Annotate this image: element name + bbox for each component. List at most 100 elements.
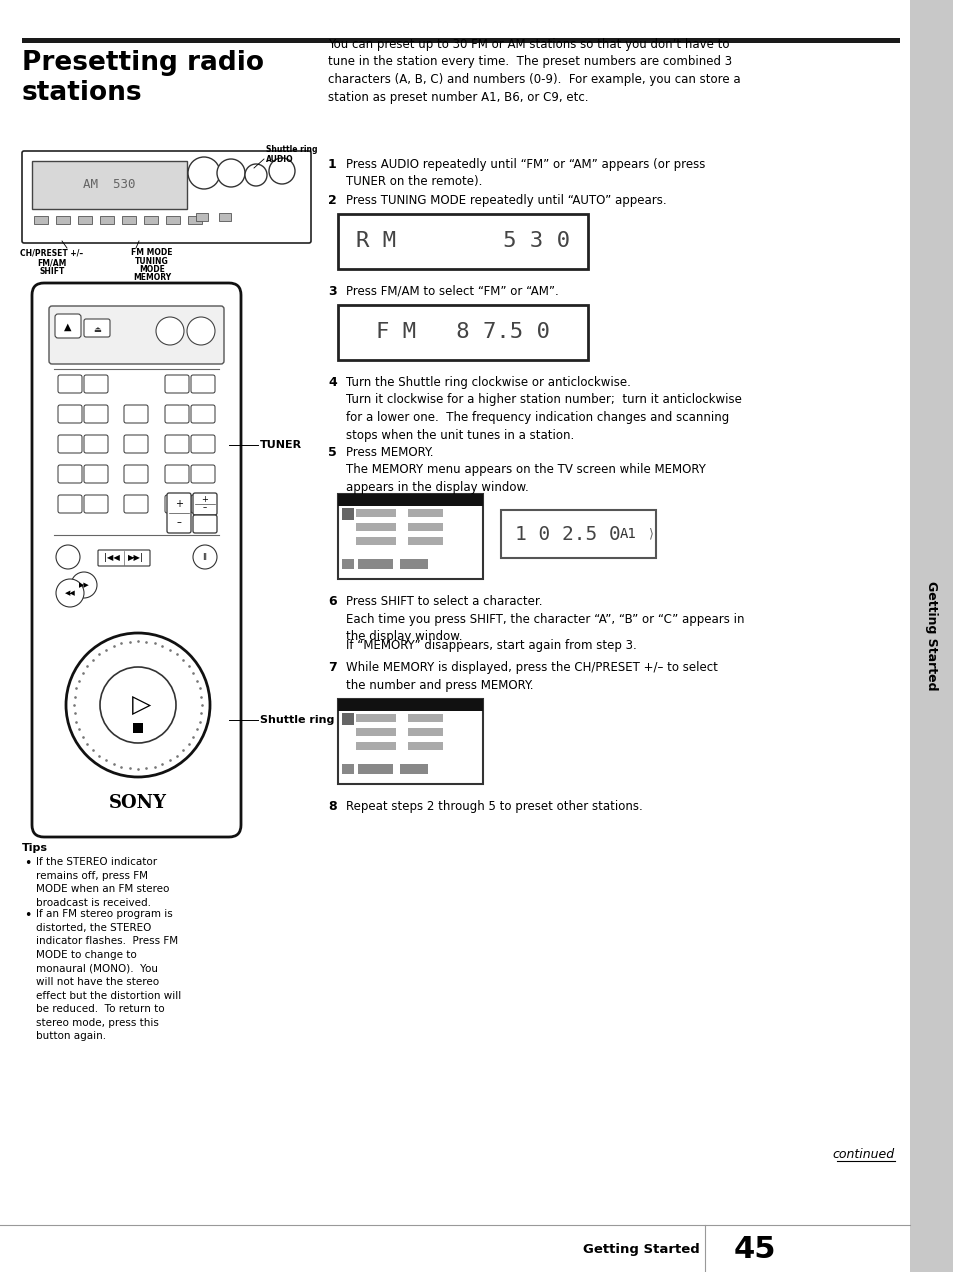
Bar bbox=[188, 216, 202, 224]
Text: R M        5 3 0: R M 5 3 0 bbox=[355, 232, 569, 251]
FancyBboxPatch shape bbox=[191, 435, 214, 453]
Circle shape bbox=[193, 544, 216, 569]
FancyBboxPatch shape bbox=[98, 550, 150, 566]
Bar bbox=[341, 764, 354, 773]
FancyBboxPatch shape bbox=[84, 495, 108, 513]
Text: ▲: ▲ bbox=[64, 322, 71, 332]
FancyBboxPatch shape bbox=[55, 314, 81, 338]
Text: If an FM stereo program is
distorted, the STEREO
indicator flashes.  Press FM
MO: If an FM stereo program is distorted, th… bbox=[36, 909, 181, 1042]
Text: continued: continued bbox=[832, 1149, 894, 1161]
Bar bbox=[399, 764, 428, 773]
Bar bbox=[337, 494, 482, 506]
Text: ▶▶|: ▶▶| bbox=[128, 553, 144, 562]
Text: TUNER: TUNER bbox=[260, 440, 302, 450]
FancyBboxPatch shape bbox=[84, 319, 110, 337]
Text: F M   8 7.5 0: F M 8 7.5 0 bbox=[375, 322, 549, 342]
FancyBboxPatch shape bbox=[191, 404, 214, 424]
Text: Press MEMORY.
The MEMORY menu appears on the TV screen while MEMORY
appears in t: Press MEMORY. The MEMORY menu appears on… bbox=[346, 446, 705, 494]
Bar bbox=[341, 714, 354, 725]
Text: Shuttle ring: Shuttle ring bbox=[260, 715, 334, 725]
Text: ⏏: ⏏ bbox=[93, 324, 101, 333]
Text: MEMORY: MEMORY bbox=[132, 273, 171, 282]
Bar bbox=[219, 212, 231, 221]
Text: stations: stations bbox=[22, 80, 143, 106]
Bar bbox=[34, 216, 48, 224]
FancyBboxPatch shape bbox=[32, 282, 241, 837]
Bar bbox=[166, 216, 180, 224]
Circle shape bbox=[71, 572, 97, 598]
Bar bbox=[78, 216, 91, 224]
Text: 2: 2 bbox=[328, 195, 336, 207]
FancyBboxPatch shape bbox=[165, 466, 189, 483]
Bar bbox=[337, 700, 482, 711]
Circle shape bbox=[245, 164, 267, 186]
Bar bbox=[355, 742, 395, 750]
Text: A1: A1 bbox=[619, 527, 636, 541]
Text: AUDIO: AUDIO bbox=[266, 155, 294, 164]
Circle shape bbox=[66, 633, 210, 777]
FancyBboxPatch shape bbox=[124, 435, 148, 453]
FancyBboxPatch shape bbox=[193, 515, 216, 533]
FancyBboxPatch shape bbox=[165, 495, 189, 513]
Bar bbox=[337, 700, 482, 784]
Bar bbox=[355, 509, 395, 516]
FancyBboxPatch shape bbox=[165, 375, 189, 393]
Circle shape bbox=[269, 158, 294, 184]
Text: Shuttle ring: Shuttle ring bbox=[266, 145, 317, 154]
Text: –: – bbox=[176, 516, 181, 527]
Text: Turn the Shuttle ring clockwise or anticlockwise.
Turn it clockwise for a higher: Turn the Shuttle ring clockwise or antic… bbox=[346, 377, 741, 441]
Text: You can preset up to 30 FM or AM stations so that you don’t have to
tune in the : You can preset up to 30 FM or AM station… bbox=[328, 38, 740, 103]
FancyBboxPatch shape bbox=[22, 151, 311, 243]
Circle shape bbox=[187, 317, 214, 345]
Circle shape bbox=[156, 317, 184, 345]
Circle shape bbox=[100, 667, 175, 743]
FancyBboxPatch shape bbox=[191, 375, 214, 393]
Text: 45: 45 bbox=[733, 1235, 776, 1263]
FancyBboxPatch shape bbox=[84, 404, 108, 424]
FancyBboxPatch shape bbox=[49, 307, 224, 364]
FancyBboxPatch shape bbox=[58, 466, 82, 483]
Text: Tips: Tips bbox=[22, 843, 48, 854]
Bar bbox=[408, 714, 442, 722]
Text: If “MEMORY” disappears, start again from step 3.: If “MEMORY” disappears, start again from… bbox=[346, 639, 636, 653]
Text: |◀◀: |◀◀ bbox=[104, 553, 120, 562]
Text: Presetting radio: Presetting radio bbox=[22, 50, 264, 76]
Bar bbox=[337, 494, 482, 579]
Text: –: – bbox=[203, 504, 207, 513]
Circle shape bbox=[56, 579, 84, 607]
Text: ⟩: ⟩ bbox=[648, 528, 654, 541]
Bar bbox=[144, 216, 158, 224]
Bar bbox=[337, 305, 587, 360]
Text: 7: 7 bbox=[328, 661, 336, 674]
Text: Getting Started: Getting Started bbox=[924, 581, 938, 691]
Bar bbox=[408, 509, 442, 516]
Text: 5: 5 bbox=[328, 446, 336, 459]
Text: CH/PRESET +/–: CH/PRESET +/– bbox=[20, 248, 84, 257]
Bar bbox=[500, 510, 656, 558]
FancyBboxPatch shape bbox=[58, 375, 82, 393]
Text: ▷: ▷ bbox=[132, 693, 152, 717]
FancyBboxPatch shape bbox=[84, 375, 108, 393]
Text: SONY: SONY bbox=[109, 794, 167, 812]
Text: +: + bbox=[174, 499, 183, 509]
Bar bbox=[357, 764, 393, 773]
Bar bbox=[341, 508, 354, 520]
Text: AM  530: AM 530 bbox=[83, 178, 135, 192]
Bar bbox=[341, 558, 354, 569]
Text: 1 0 2.5 0: 1 0 2.5 0 bbox=[515, 524, 620, 543]
FancyBboxPatch shape bbox=[124, 404, 148, 424]
Text: Press TUNING MODE repeatedly until “AUTO” appears.: Press TUNING MODE repeatedly until “AUTO… bbox=[346, 195, 666, 207]
Bar bbox=[195, 212, 208, 221]
FancyBboxPatch shape bbox=[124, 466, 148, 483]
FancyBboxPatch shape bbox=[191, 466, 214, 483]
Circle shape bbox=[216, 159, 245, 187]
FancyBboxPatch shape bbox=[84, 466, 108, 483]
Circle shape bbox=[188, 156, 220, 190]
Text: Getting Started: Getting Started bbox=[582, 1243, 700, 1255]
Bar bbox=[100, 216, 113, 224]
FancyBboxPatch shape bbox=[193, 494, 216, 515]
Text: While MEMORY is displayed, press the CH/PRESET +/– to select
the number and pres: While MEMORY is displayed, press the CH/… bbox=[346, 661, 717, 692]
Bar bbox=[132, 722, 143, 733]
Text: 3: 3 bbox=[328, 285, 336, 298]
Bar bbox=[408, 742, 442, 750]
